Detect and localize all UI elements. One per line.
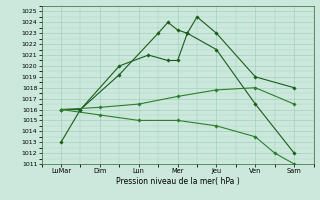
X-axis label: Pression niveau de la mer( hPa ): Pression niveau de la mer( hPa ) xyxy=(116,177,239,186)
